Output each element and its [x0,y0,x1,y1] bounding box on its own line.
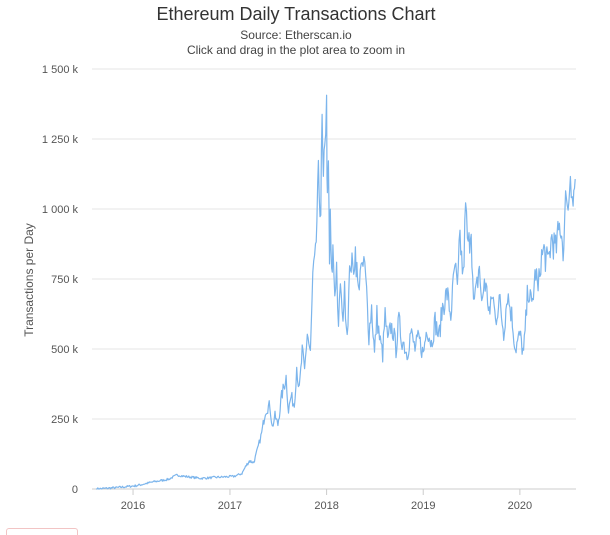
chart-title: Ethereum Daily Transactions Chart [156,4,435,24]
chart-subtitle-zoom-hint: Click and drag in the plot area to zoom … [187,43,405,57]
x-tick-label: 2018 [314,500,338,512]
gridlines [92,68,576,490]
x-tick-label: 2020 [508,500,532,512]
y-axis-title: Transactions per Day [22,223,36,337]
y-tick-label: 1 500 k [42,64,79,76]
y-tick-label: 1 000 k [42,204,79,216]
x-tick-label: 2019 [411,500,435,512]
y-axis-ticks: 0 250 k 500 k 750 k 1 000 k 1 250 k 1 500 k [42,64,79,496]
y-tick-label: 750 k [51,274,78,286]
plot-area[interactable] [96,94,576,490]
y-tick-label: 1 250 k [42,134,79,146]
x-tick-label: 2016 [121,500,145,512]
series-line-0 [96,94,576,490]
y-tick-label: 500 k [51,344,78,356]
y-tick-label: 250 k [51,414,78,426]
y-tick-label: 0 [72,484,78,496]
x-tick-label: 2017 [218,500,242,512]
x-axis-ticks: 2016 2017 2018 2019 2020 [121,489,532,512]
chart-subtitle-source: Source: Etherscan.io [240,28,352,42]
